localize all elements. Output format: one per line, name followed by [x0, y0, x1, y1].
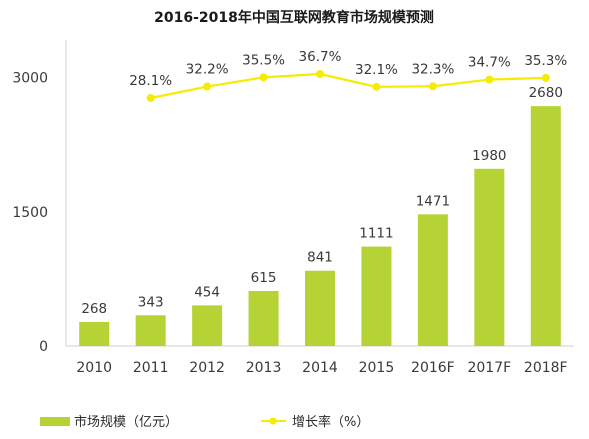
growth-rate-label: 32.2% — [186, 62, 229, 78]
bar-data-labels: 268 343 454 615 841 1111 1471 1980 2680 — [81, 85, 563, 317]
bar — [474, 168, 505, 346]
growth-rate-label: 36.7% — [299, 49, 342, 65]
y-tick-label: 0 — [39, 339, 48, 355]
x-tick-label: 2016F — [411, 360, 455, 376]
bar — [192, 305, 223, 346]
growth-rate-label: 32.3% — [411, 61, 454, 77]
legend: 市场规模（亿元） 增长率（%） — [40, 414, 369, 430]
x-tick-label: 2011 — [133, 360, 169, 376]
growth-rate-point — [372, 82, 381, 91]
y-tick-label: 3000 — [12, 71, 48, 87]
bar — [248, 290, 279, 346]
bar-data-label: 615 — [251, 270, 277, 286]
x-tick-label: 2017F — [467, 360, 511, 376]
bar — [361, 246, 392, 346]
bar — [135, 315, 166, 346]
growth-rate-labels: 28.1% 32.2% 35.5% 36.7% 32.1% 32.3% 34.7% 35.3% — [129, 49, 567, 89]
legend-swatch-market-size — [40, 417, 70, 426]
x-tick-label: 2014 — [302, 360, 338, 376]
growth-rate-point — [203, 82, 212, 91]
growth-rate-label: 35.5% — [242, 52, 285, 68]
growth-rate-point — [316, 70, 324, 78]
y-axis: 0 1500 3000 — [12, 40, 67, 355]
bar — [530, 106, 561, 346]
bar-series — [79, 106, 561, 346]
growth-rate-point — [541, 73, 550, 82]
bar-data-label: 2680 — [529, 85, 563, 101]
bar — [417, 214, 448, 346]
bar-data-label: 841 — [307, 250, 333, 266]
bar — [79, 322, 110, 346]
growth-rate-line — [150, 72, 546, 100]
growth-rate-point — [485, 75, 494, 84]
growth-rate-label: 28.1% — [129, 73, 172, 89]
bar-data-label: 1980 — [472, 148, 506, 164]
x-tick-label: 2018F — [524, 360, 568, 376]
bar-data-label: 454 — [194, 284, 220, 300]
growth-rate-label: 32.1% — [355, 62, 398, 78]
legend-marker-growth-rate — [269, 417, 277, 425]
growth-rate-point — [146, 94, 155, 102]
growth-rate-label: 34.7% — [468, 55, 511, 71]
growth-rate-point — [259, 73, 268, 82]
x-tick-label: 2012 — [189, 360, 225, 376]
y-tick-label: 1500 — [12, 205, 48, 221]
legend-label-market-size: 市场规模（亿元） — [74, 414, 178, 430]
bar-data-label: 343 — [138, 294, 164, 310]
bar-data-label: 1471 — [416, 193, 450, 209]
bar-data-label: 1111 — [359, 226, 393, 242]
x-tick-label: 2015 — [359, 360, 395, 376]
growth-rate-series — [146, 70, 550, 102]
x-tick-label: 2010 — [76, 360, 112, 376]
x-tick-labels: 2010 2011 2012 2013 2014 2015 2016F 2017F 2018F — [76, 360, 567, 376]
legend-label-growth-rate: 增长率（%） — [292, 414, 369, 430]
x-tick-label: 2013 — [246, 360, 282, 376]
growth-rate-label: 35.3% — [524, 53, 567, 69]
bar — [305, 270, 335, 346]
chart-title: 2016-2018年中国互联网教育市场规模预测 — [154, 9, 434, 26]
growth-rate-point — [428, 82, 437, 91]
bar-data-label: 268 — [81, 301, 107, 317]
